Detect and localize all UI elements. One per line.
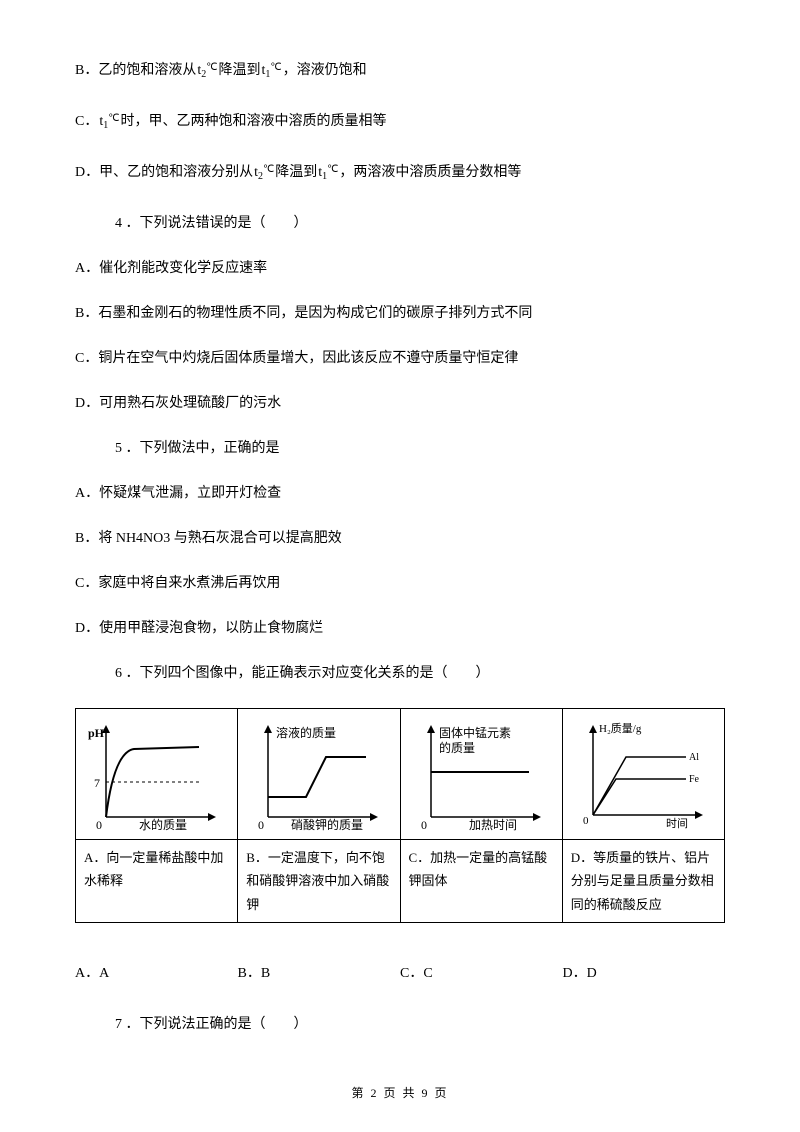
text: 降温到 xyxy=(218,60,260,81)
chart-cell-a: pH 7 0 水的质量 xyxy=(76,709,238,839)
option-label: C． xyxy=(75,111,98,132)
q4-stem: 4 ．下列说法错误的是（ ） xyxy=(115,213,725,234)
q5-option-d: D．使用甲醛浸泡食物，以防止食物腐烂 xyxy=(75,618,725,639)
caption-c: C．加热一定量的高锰酸钾固体 xyxy=(401,840,563,922)
chart-c-svg: 固体中锰元素 的质量 0 加热时间 xyxy=(409,717,554,832)
svg-text:时间: 时间 xyxy=(666,817,688,830)
svg-text:Al: Al xyxy=(689,752,699,763)
svg-text:水的质量: 水的质量 xyxy=(139,817,187,832)
q5-stem: 5 ．下列做法中，正确的是 xyxy=(115,438,725,459)
t1c: t1℃ xyxy=(99,111,119,132)
q6-answer-b: B．B xyxy=(238,963,401,984)
chart-cell-c: 固体中锰元素 的质量 0 加热时间 xyxy=(401,709,563,839)
svg-text:的质量: 的质量 xyxy=(439,740,475,755)
q3-option-c: C． t1℃ 时，甲、乙两种饱和溶液中溶质的质量相等 xyxy=(75,111,725,132)
text: ，两溶液中溶质质量分数相等 xyxy=(339,162,521,183)
text: 降温到 xyxy=(275,162,317,183)
option-label: D． xyxy=(75,162,99,183)
caption-b: B．一定温度下，向不饱和硝酸钾溶液中加入硝酸钾 xyxy=(238,840,400,922)
svg-text:加热时间: 加热时间 xyxy=(469,818,517,832)
chart-d-svg: H₂质量/g Al Fe 0 时间 xyxy=(571,717,716,832)
caption-d: D．等质量的铁片、铝片分别与足量且质量分数相同的稀硫酸反应 xyxy=(563,840,724,922)
t2c: t2℃ xyxy=(197,60,217,81)
text: 甲、乙的饱和溶液分别从 xyxy=(99,162,253,183)
chart-row: pH 7 0 水的质量 溶液的质量 0 硝酸钾的质量 xyxy=(76,709,724,839)
q5-option-c: C．家庭中将自来水煮沸后再饮用 xyxy=(75,573,725,594)
svg-text:0: 0 xyxy=(421,818,427,832)
svg-text:0: 0 xyxy=(583,815,589,827)
option-label: B． xyxy=(75,60,98,81)
t1c: t1℃ xyxy=(261,60,281,81)
svg-text:pH: pH xyxy=(88,726,105,740)
svg-text:硝酸钾的质量: 硝酸钾的质量 xyxy=(291,817,363,832)
svg-text:7: 7 xyxy=(94,776,100,790)
text: 时，甲、乙两种饱和溶液中溶质的质量相等 xyxy=(120,111,386,132)
caption-a: A．向一定量稀盐酸中加水稀释 xyxy=(76,840,238,922)
q7-stem: 7 ．下列说法正确的是（ ） xyxy=(115,1014,725,1035)
text: ，溶液仍饱和 xyxy=(283,60,367,81)
q4-option-c: C．铜片在空气中灼烧后固体质量增大，因此该反应不遵守质量守恒定律 xyxy=(75,348,725,369)
chart-cell-b: 溶液的质量 0 硝酸钾的质量 xyxy=(238,709,400,839)
page-footer: 第 2 页 共 9 页 xyxy=(0,1084,800,1102)
t1c: t1℃ xyxy=(318,162,338,183)
q5-option-b: B．将 NH4NO3 与熟石灰混合可以提高肥效 xyxy=(75,528,725,549)
q3-option-d: D． 甲、乙的饱和溶液分别从 t2℃ 降温到 t1℃ ，两溶液中溶质质量分数相等 xyxy=(75,162,725,183)
text: 乙的饱和溶液从 xyxy=(98,60,196,81)
t2c: t2℃ xyxy=(254,162,274,183)
chart-b-svg: 溶液的质量 0 硝酸钾的质量 xyxy=(246,717,391,832)
chart-cell-d: H₂质量/g Al Fe 0 时间 xyxy=(563,709,724,839)
svg-text:H₂质量/g: H₂质量/g xyxy=(599,722,642,735)
svg-text:固体中锰元素: 固体中锰元素 xyxy=(439,725,511,740)
svg-text:0: 0 xyxy=(258,818,264,832)
q6-answer-d: D．D xyxy=(563,963,726,984)
q6-answer-c: C．C xyxy=(400,963,563,984)
q4-option-a: A．催化剂能改变化学反应速率 xyxy=(75,258,725,279)
q4-option-d: D．可用熟石灰处理硫酸厂的污水 xyxy=(75,393,725,414)
svg-text:溶液的质量: 溶液的质量 xyxy=(276,725,336,740)
svg-text:Fe: Fe xyxy=(689,774,700,785)
q6-answers: A．A B．B C．C D．D xyxy=(75,963,725,984)
q3-option-b: B． 乙的饱和溶液从 t2℃ 降温到 t1℃ ，溶液仍饱和 xyxy=(75,60,725,81)
q6-table: pH 7 0 水的质量 溶液的质量 0 硝酸钾的质量 xyxy=(75,708,725,923)
q6-stem: 6 ．下列四个图像中，能正确表示对应变化关系的是（ ） xyxy=(115,663,725,684)
q5-option-a: A．怀疑煤气泄漏，立即开灯检查 xyxy=(75,483,725,504)
svg-text:0: 0 xyxy=(96,818,102,832)
caption-row: A．向一定量稀盐酸中加水稀释 B．一定温度下，向不饱和硝酸钾溶液中加入硝酸钾 C… xyxy=(76,839,724,922)
chart-a-svg: pH 7 0 水的质量 xyxy=(84,717,229,832)
q6-answer-a: A．A xyxy=(75,963,238,984)
q4-option-b: B．石墨和金刚石的物理性质不同，是因为构成它们的碳原子排列方式不同 xyxy=(75,303,725,324)
